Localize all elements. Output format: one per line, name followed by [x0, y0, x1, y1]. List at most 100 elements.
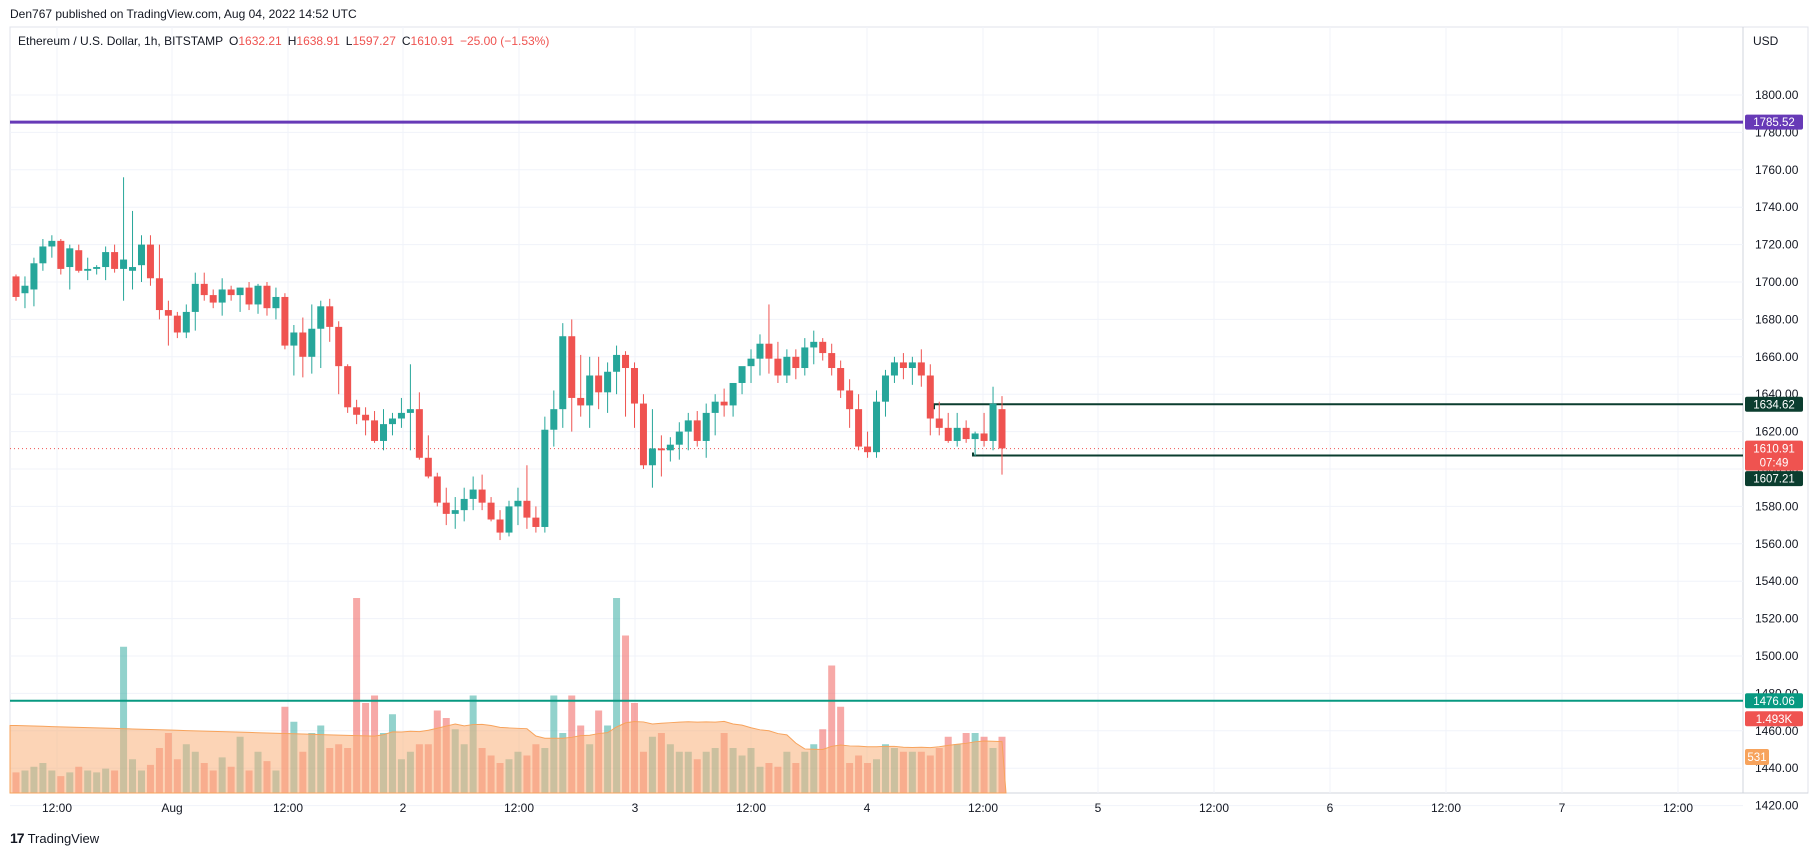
candle-body — [613, 354, 621, 372]
candle-body — [66, 248, 74, 268]
candle — [926, 364, 934, 436]
candle-body — [577, 397, 585, 406]
candle-body — [980, 433, 988, 441]
candle — [487, 497, 495, 522]
candle — [227, 285, 235, 301]
x-tick-label: 3 — [632, 801, 639, 815]
candle — [613, 345, 621, 395]
x-tick-label: 6 — [1327, 801, 1334, 815]
y-tick-label: 1800.00 — [1755, 88, 1799, 102]
candle — [532, 506, 540, 533]
candle-body — [738, 366, 746, 383]
candle-body — [630, 368, 638, 404]
candle-body — [30, 263, 38, 290]
tradingview-logo[interactable]: 17 TradingView — [10, 830, 99, 846]
candle-body — [227, 289, 235, 296]
candle — [424, 435, 432, 479]
y-tick-label: 1460.00 — [1755, 724, 1799, 738]
candle-body — [935, 418, 943, 428]
y-tick-label: 1540.00 — [1755, 574, 1799, 588]
candle-body — [182, 311, 190, 333]
grid — [9, 26, 1809, 807]
time-axis: 12:00 Aug 12:00 2 12:00 3 12:00 4 12:00 5 12:00 6 12… — [42, 801, 1693, 815]
candle-body — [559, 336, 567, 410]
candle — [397, 397, 405, 428]
candle-body — [469, 489, 477, 499]
candle-body — [675, 431, 683, 445]
candle — [648, 409, 656, 488]
candle-body — [837, 368, 845, 391]
volume-bar — [120, 646, 128, 793]
candle-body — [460, 498, 468, 511]
candle — [908, 356, 916, 385]
candle — [980, 412, 988, 447]
candle-body — [48, 240, 56, 247]
candle — [415, 392, 423, 460]
candle-body — [272, 296, 280, 309]
candle-body — [586, 375, 594, 406]
candle — [622, 351, 630, 417]
candle-body — [478, 489, 486, 503]
candle-body — [12, 276, 20, 297]
candle — [290, 325, 298, 376]
candle — [783, 349, 791, 383]
candle — [550, 390, 558, 447]
candle — [326, 298, 334, 342]
candle — [299, 317, 307, 378]
candle-body — [424, 457, 432, 477]
candle-body — [846, 390, 854, 410]
candle-body — [326, 306, 334, 327]
candle — [93, 265, 101, 275]
tradingview-brand: TradingView — [27, 830, 100, 846]
candle-body — [873, 401, 881, 453]
candle — [263, 282, 271, 316]
y-tick-label: 1560.00 — [1755, 537, 1799, 551]
candle-body — [756, 343, 764, 359]
candle — [855, 394, 863, 451]
volume-bar — [828, 665, 836, 793]
chart-frame — [9, 26, 1809, 794]
candle-body — [953, 427, 961, 441]
y-tick-label: 1660.00 — [1755, 350, 1799, 364]
candle — [191, 272, 199, 331]
symbol-label: Ethereum / U.S. Dollar, 1h, BITSTAMP — [18, 34, 223, 48]
candle — [353, 399, 361, 425]
tag-range-top-bg — [1745, 396, 1803, 412]
candle — [828, 343, 836, 376]
candle-body — [173, 315, 181, 333]
candle — [12, 274, 20, 301]
candle — [810, 330, 818, 365]
candle — [846, 379, 854, 428]
candle-body — [451, 510, 459, 514]
candle — [380, 409, 388, 451]
candle — [630, 362, 638, 428]
candle-body — [890, 362, 898, 376]
candle-body — [828, 353, 836, 369]
candle — [953, 412, 961, 447]
candle — [406, 364, 414, 451]
volume-bar — [613, 598, 621, 793]
candle-body — [971, 433, 979, 440]
candle-body — [290, 332, 298, 346]
candle — [317, 300, 325, 369]
candle-body — [308, 328, 316, 357]
candle-body — [209, 295, 217, 303]
candle-body — [39, 246, 47, 264]
tag-support-bg — [1745, 693, 1803, 709]
candle — [792, 349, 800, 380]
tag-volume-ma-bg — [1745, 749, 1769, 765]
tag-range-top: 1634.62 — [1753, 399, 1795, 411]
candle — [568, 319, 576, 432]
candle-body — [747, 358, 755, 367]
candle-body — [855, 409, 863, 447]
x-tick-label: 12:00 — [736, 801, 766, 815]
candle — [711, 394, 719, 436]
candle-body — [57, 240, 65, 269]
candle-body — [317, 306, 325, 329]
candle-body — [397, 412, 405, 419]
candle-body — [218, 289, 226, 303]
candle — [989, 386, 997, 451]
y-tick-label: 1700.00 — [1755, 275, 1799, 289]
x-tick-label: 4 — [864, 801, 871, 815]
